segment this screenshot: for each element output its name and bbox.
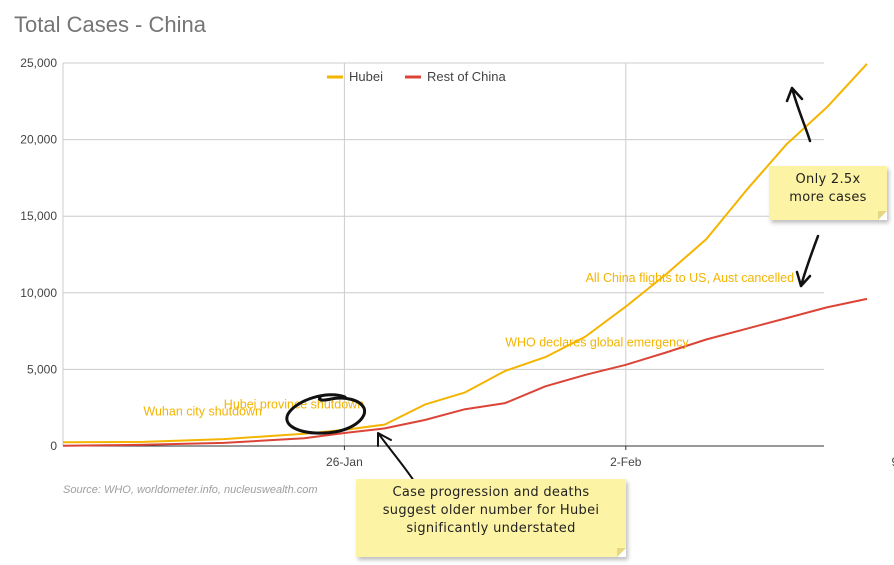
y-tick-label: 20,000 xyxy=(20,133,57,147)
y-tick-label: 5,000 xyxy=(27,362,57,376)
note-line: more cases xyxy=(789,190,867,205)
axes: 0 5,000 10,000 15,000 20,000 25,000 26-Jan 2-Fe… xyxy=(20,56,894,469)
annotation-label: WHO declares global emergency xyxy=(505,335,689,349)
y-tick-label: 25,000 xyxy=(20,56,57,70)
legend: Hubei Rest of China xyxy=(327,69,507,84)
sticky-note-understated: Case progression and deaths suggest olde… xyxy=(356,479,626,557)
arrow-to-circle-icon xyxy=(377,432,415,482)
x-tick-label: 2-Feb xyxy=(610,455,642,469)
note-line: Case progression and deaths xyxy=(392,485,590,500)
annotation-label: Wuhan city shutdown xyxy=(143,404,262,418)
note-line: suggest older number for Hubei xyxy=(382,503,600,518)
legend-label-rest: Rest of China xyxy=(427,69,507,84)
y-tick-label: 0 xyxy=(50,439,57,453)
sticky-note-comparison: Only 2.5x more cases xyxy=(769,166,887,220)
hand-drawn-circle xyxy=(285,393,367,435)
series-line-hubei xyxy=(62,63,868,444)
y-tick-label: 10,000 xyxy=(20,286,57,300)
y-tick-label: 15,000 xyxy=(20,209,57,223)
source-note: Source: WHO, worldometer.info, nucleuswe… xyxy=(63,484,318,496)
grid xyxy=(62,62,824,446)
x-tick-label: 9-Feb xyxy=(892,455,894,469)
annotation-label: All China flights to US, Aust cancelled xyxy=(586,271,794,285)
chart-title: Total Cases - China xyxy=(14,12,206,37)
x-tick-label: 26-Jan xyxy=(326,455,363,469)
note-line: Only 2.5x xyxy=(795,172,861,187)
arrow-down-icon xyxy=(795,234,820,288)
arrow-up-icon xyxy=(785,86,812,143)
note-line: significantly understated xyxy=(406,521,576,536)
series-lines xyxy=(62,63,868,447)
legend-label-hubei: Hubei xyxy=(349,69,383,84)
series-line-rest-of-china xyxy=(62,297,868,447)
annotation-label: Hubei province shutdown xyxy=(224,397,364,411)
hand-drawn-markup xyxy=(285,86,820,482)
